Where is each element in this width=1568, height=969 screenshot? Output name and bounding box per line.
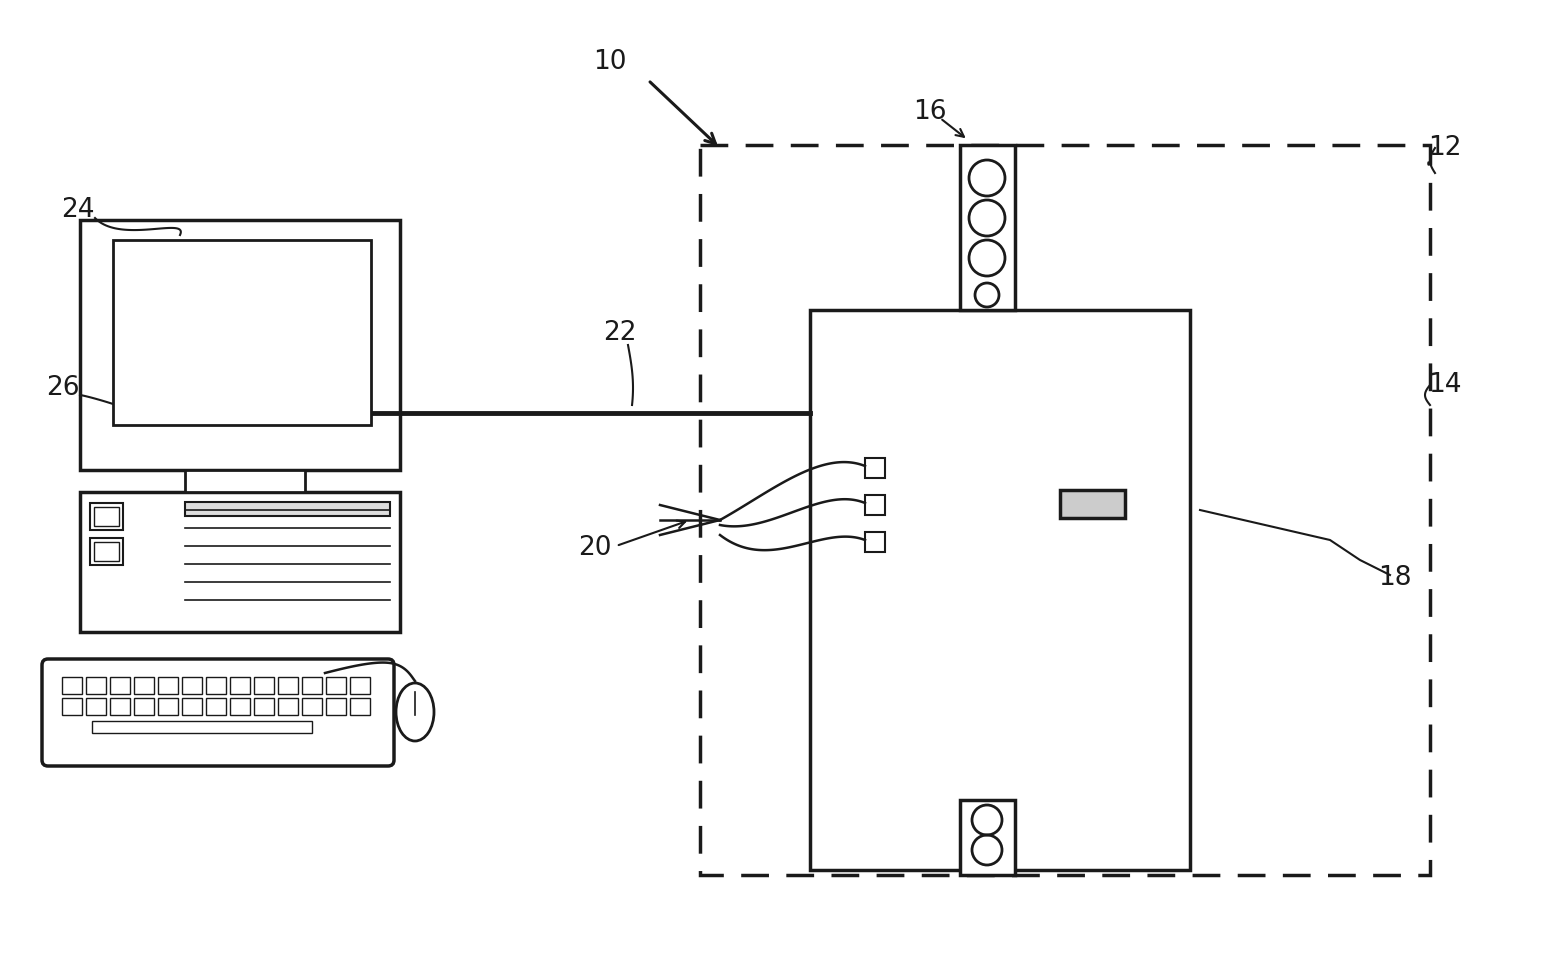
Bar [110,677,130,694]
Bar [699,145,1430,875]
Bar [866,458,884,478]
Bar [80,220,400,470]
Bar [230,677,249,694]
Bar [326,698,347,715]
Bar [63,677,82,694]
Bar [350,698,370,715]
Bar [185,502,390,516]
Ellipse shape [397,683,434,741]
Bar [866,532,884,552]
Text: 24: 24 [61,197,94,223]
Bar [133,698,154,715]
Text: 26: 26 [45,375,80,401]
Text: 22: 22 [604,320,637,346]
Bar [89,503,122,530]
Bar [960,800,1014,875]
Bar [110,698,130,715]
Bar [158,698,179,715]
Bar [94,542,119,561]
Bar [182,677,202,694]
Bar [230,698,249,715]
Bar [205,698,226,715]
Bar [278,698,298,715]
Bar [185,470,306,492]
Bar [133,677,154,694]
Text: 16: 16 [913,99,947,125]
Bar [866,495,884,515]
Bar [182,698,202,715]
Bar [205,677,226,694]
Bar [80,492,400,632]
Bar [326,677,347,694]
Bar [303,677,321,694]
Text: 14: 14 [1428,372,1461,398]
Text: 10: 10 [593,49,627,75]
Bar [350,677,370,694]
Bar [89,538,122,565]
Bar [303,698,321,715]
Bar [63,698,82,715]
Bar [960,145,1014,310]
Bar [113,240,372,425]
FancyBboxPatch shape [42,659,394,766]
Bar [93,721,312,733]
Bar [254,698,274,715]
Bar [86,698,107,715]
Bar [1060,490,1124,518]
Text: 20: 20 [579,535,612,561]
Bar [94,507,119,526]
Bar [86,677,107,694]
Bar [811,310,1190,870]
Bar [278,677,298,694]
Bar [158,677,179,694]
Text: 18: 18 [1378,565,1411,591]
Text: 12: 12 [1428,135,1461,161]
Bar [254,677,274,694]
